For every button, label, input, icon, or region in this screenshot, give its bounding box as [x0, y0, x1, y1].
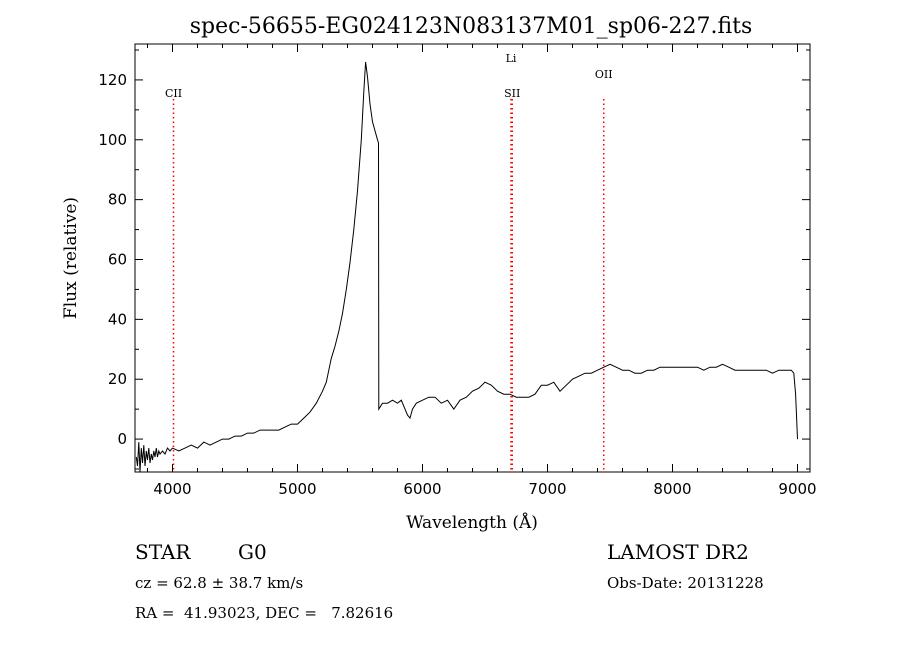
survey-name: LAMOST DR2: [607, 540, 749, 564]
y-tick-label: 120: [98, 71, 127, 89]
x-axis-label: Wavelength (Å): [406, 512, 538, 533]
x-tick-label: 9000: [778, 480, 816, 498]
y-tick-label: 80: [108, 191, 127, 209]
x-tick-label: 4000: [153, 480, 191, 498]
y-axis-label: Flux (relative): [61, 197, 81, 319]
y-tick-label: 0: [117, 430, 127, 448]
emission-line-label: OII: [595, 68, 613, 81]
emission-line-label: Li: [506, 52, 517, 65]
coordinates: RA = 41.93023, DEC = 7.82616: [135, 604, 394, 622]
y-tick-label: 40: [108, 310, 127, 328]
y-tick-label: 60: [108, 250, 127, 268]
axes: 4000 5000 6000 7000 8000 9000 0 20 40 60 80 100 120: [98, 44, 817, 498]
observation-date: Obs-Date: 20131228: [607, 574, 764, 592]
emission-line-markers: CII Li SII OII: [165, 52, 613, 472]
y-tick-label: 20: [108, 370, 127, 388]
chart-title: spec-56655-EG024123N083137M01_sp06-227.f…: [190, 14, 753, 39]
object-subclass: G0: [238, 540, 267, 564]
emission-line-label: SII: [504, 87, 520, 100]
object-class: STAR: [135, 540, 191, 564]
redshift-velocity: cz = 62.8 ± 38.7 km/s: [135, 574, 304, 592]
x-tick-label: 8000: [653, 480, 691, 498]
x-tick-label: 5000: [278, 480, 316, 498]
x-tick-label: 6000: [403, 480, 441, 498]
y-tick-label: 100: [98, 131, 127, 149]
emission-line-label: CII: [165, 87, 182, 100]
plot-frame: [134, 43, 811, 473]
x-tick-label: 7000: [528, 480, 566, 498]
spectrum-line: [135, 61, 798, 473]
